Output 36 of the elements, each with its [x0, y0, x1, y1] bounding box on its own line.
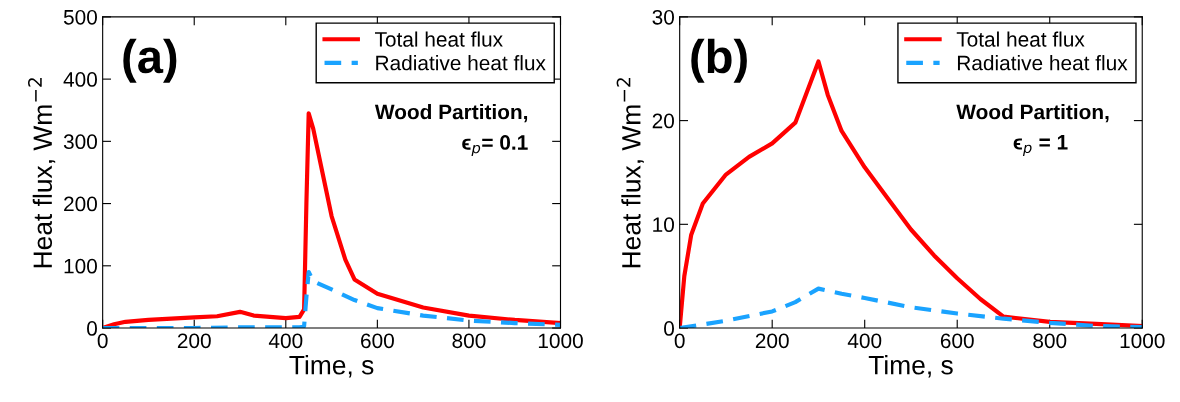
legend-label: Total heat flux [956, 31, 1085, 47]
y-tick-label: 0 [664, 321, 675, 336]
y-axis-title: Heat flux, Wm$^{−2}$ [616, 78, 644, 268]
y-tick-label: 100 [64, 258, 97, 274]
x-tick-label: 400 [847, 333, 882, 349]
x-tick-label: 600 [361, 333, 394, 349]
x-tick-label: 1000 [538, 333, 583, 349]
x-tick-label: 400 [268, 333, 303, 349]
x-tick-label: 800 [1033, 333, 1067, 349]
annotation: ϵ$_{p}$= 0.1 [462, 135, 528, 157]
x-tick-label: 0 [674, 333, 685, 349]
y-axis-title: Heat flux, Wm$^{−2}$ [28, 78, 56, 268]
x-tick-label: 1000 [1120, 333, 1165, 349]
y-tick-label: 30 [652, 9, 675, 25]
annotation: (a) [123, 38, 177, 83]
annotation: (b) [691, 38, 747, 83]
y-tick-label: 300 [63, 134, 97, 150]
x-axis-title: Time, s [289, 355, 374, 378]
legend-label: Radiative heat flux [957, 55, 1128, 71]
annotation: Wood Partition, [374, 104, 528, 123]
legend-label: Radiative heat flux [376, 55, 546, 71]
x-tick-label: 200 [177, 333, 211, 349]
y-tick-label: 20 [652, 113, 675, 129]
annotation: ϵ$_{p}$ = 1 [1013, 135, 1068, 156]
annotation: Wood Partition, [956, 104, 1109, 123]
x-tick-label: 800 [452, 333, 486, 349]
x-axis-title: Time, s [868, 355, 953, 378]
y-tick-label: 200 [64, 196, 97, 212]
y-tick-label: 400 [63, 72, 97, 87]
x-tick-label: 600 [940, 333, 974, 349]
y-tick-label: 0 [87, 321, 97, 336]
legend-label: Total heat flux [375, 31, 503, 47]
y-tick-label: 10 [653, 217, 675, 233]
x-tick-label: 0 [97, 333, 108, 349]
y-tick-label: 500 [63, 9, 97, 25]
x-tick-label: 200 [755, 333, 789, 349]
